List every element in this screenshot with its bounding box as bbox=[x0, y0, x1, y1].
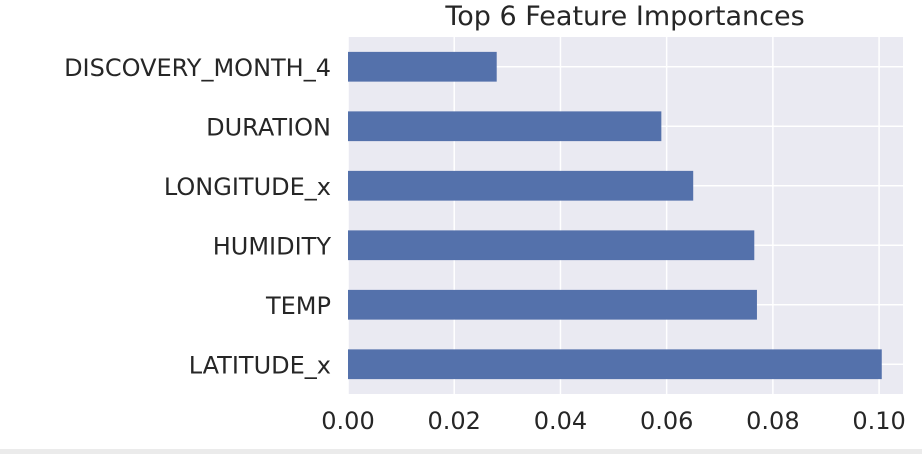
bar bbox=[348, 51, 497, 82]
chart-title: Top 6 Feature Importances bbox=[444, 1, 804, 32]
bar bbox=[348, 170, 694, 201]
y-tick-label: DURATION bbox=[206, 113, 331, 141]
y-tick-label: TEMP bbox=[265, 292, 331, 320]
bars bbox=[348, 51, 882, 380]
bar bbox=[348, 111, 662, 142]
bar bbox=[348, 289, 757, 320]
y-tick-label: DISCOVERY_MONTH_4 bbox=[64, 54, 331, 82]
y-tick-labels: DISCOVERY_MONTH_4 DURATION LONGITUDE_x HUMI… bbox=[64, 54, 331, 380]
x-tick-label: 0.02 bbox=[428, 407, 481, 435]
x-tick-label: 0.04 bbox=[534, 407, 587, 435]
x-tick-label: 0.00 bbox=[321, 407, 374, 435]
bottom-border bbox=[0, 449, 922, 454]
x-tick-label: 0.10 bbox=[852, 407, 905, 435]
y-tick-label: HUMIDITY bbox=[213, 232, 332, 260]
bar bbox=[348, 349, 882, 380]
x-tick-label: 0.08 bbox=[746, 407, 799, 435]
plot-area bbox=[348, 37, 903, 394]
y-tick-label: LATITUDE_x bbox=[189, 351, 331, 379]
bar bbox=[348, 230, 755, 261]
x-tick-labels: 0.00 0.02 0.04 0.06 0.08 0.10 bbox=[321, 407, 906, 435]
x-tick-label: 0.06 bbox=[640, 407, 693, 435]
y-tick-label: LONGITUDE_x bbox=[164, 173, 331, 201]
